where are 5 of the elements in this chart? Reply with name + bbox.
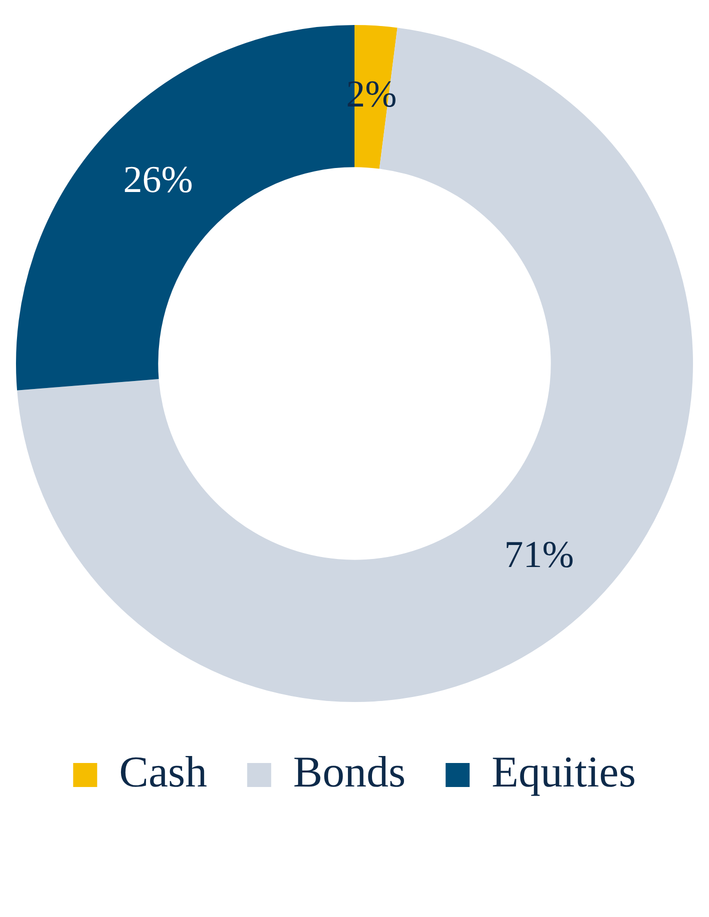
legend-label: Cash: [119, 748, 208, 797]
data-label: 26%: [123, 159, 193, 202]
legend-label: Bonds: [293, 748, 406, 797]
legend-label: Equities: [492, 748, 636, 797]
data-label: 71%: [504, 534, 574, 576]
